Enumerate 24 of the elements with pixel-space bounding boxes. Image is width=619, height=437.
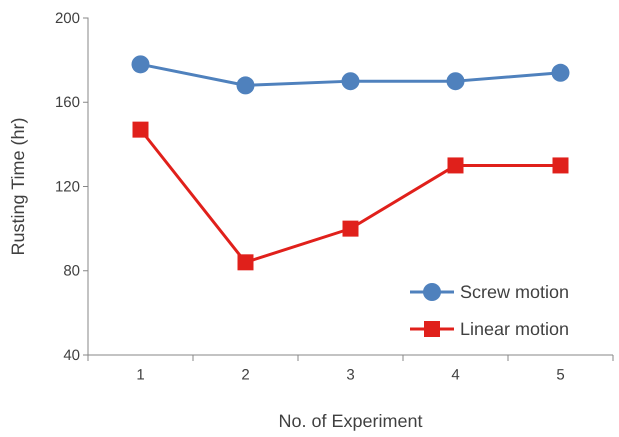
point: [552, 64, 570, 82]
point: [132, 122, 148, 138]
x-tick-label: 2: [241, 366, 250, 384]
legend-label: Linear motion: [460, 319, 570, 339]
y-tick-label: 40: [63, 346, 80, 364]
x-tick-label: 4: [451, 366, 460, 384]
x-tick-label: 5: [556, 366, 565, 384]
legend-label: Screw motion: [460, 282, 570, 302]
y-tick-label: 200: [54, 10, 80, 27]
x-tick-label: 1: [136, 366, 145, 384]
point: [552, 157, 568, 174]
y-tick-label: 120: [54, 178, 80, 196]
point: [238, 254, 254, 270]
point: [342, 72, 360, 90]
point: [236, 76, 254, 94]
x-tick-label: 3: [346, 366, 355, 384]
point: [446, 72, 464, 90]
point: [448, 157, 464, 174]
point: [132, 55, 150, 74]
y-tick-label: 160: [54, 94, 80, 112]
y-tick-label: 80: [63, 262, 80, 280]
point: [342, 220, 358, 237]
x-axis-title: No. of Experiment: [278, 411, 423, 431]
y-axis-title: Rusting Time (hr): [8, 117, 28, 256]
